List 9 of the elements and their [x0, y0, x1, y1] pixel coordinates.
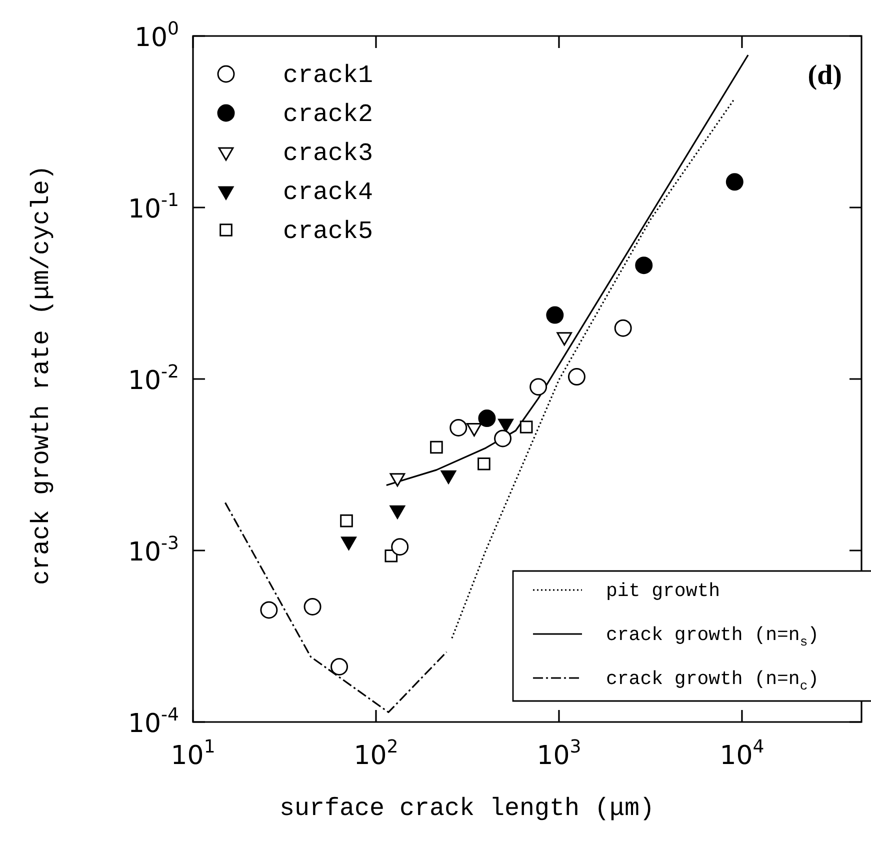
- legend-label: crack1: [283, 61, 374, 90]
- legend-label: crack4: [283, 178, 374, 207]
- legend-label: crack3: [283, 139, 374, 168]
- x-axis-title: surface crack length (μm): [279, 794, 655, 823]
- legend-label: crack5: [283, 217, 374, 246]
- y-axis-title: crack growth rate (μm/cycle): [27, 164, 56, 586]
- legend-label: pit growth: [606, 580, 720, 602]
- annotation: (d): [808, 60, 842, 91]
- legend-label: crack2: [283, 100, 374, 129]
